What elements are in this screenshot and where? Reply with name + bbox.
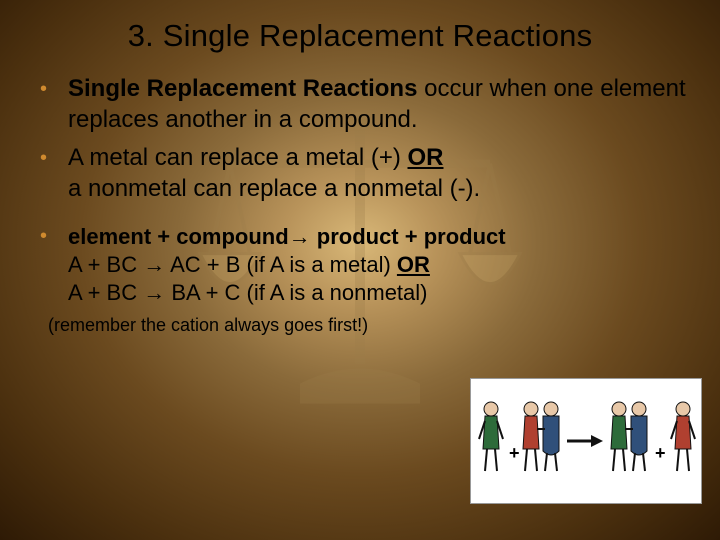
bullet-1: Single Replacement Reactions occur when … — [34, 74, 692, 135]
plus-1-icon: + — [509, 443, 520, 463]
replacement-illustration: + — [470, 378, 702, 504]
slide-container: 3. Single Replacement Reactions Single R… — [0, 0, 720, 540]
arrow-icon — [567, 435, 603, 447]
bullet-3-line1: A + BC → AC + B (if A is a metal) — [68, 252, 397, 277]
figure-ac-icon — [611, 402, 647, 471]
figure-b-icon — [671, 402, 695, 471]
bullet-2-line1: A metal can replace a metal (+) — [68, 144, 408, 171]
bullet-1-bold: Single Replacement Reactions — [68, 75, 417, 102]
bullet-3-line2: A + BC → BA + C (if A is a nonmetal) — [68, 279, 692, 307]
bullet-2-or: OR — [408, 144, 444, 171]
plus-2-icon: + — [655, 443, 666, 463]
bullet-2-line2: a nonmetal can replace a nonmetal (-). — [68, 174, 692, 205]
footnote: (remember the cation always goes first!) — [48, 315, 692, 336]
bullet-list: Single Replacement Reactions occur when … — [28, 74, 692, 307]
figure-a-icon — [479, 402, 503, 471]
bullet-3-or: OR — [397, 252, 430, 277]
bullet-3: element + compound→ product + product A … — [34, 223, 692, 307]
slide-title: 3. Single Replacement Reactions — [28, 18, 692, 54]
bullet-2: A metal can replace a metal (+) OR a non… — [34, 143, 692, 204]
bullet-3-head: element + compound→ product + product — [68, 224, 506, 249]
figure-bc-icon — [523, 402, 559, 471]
